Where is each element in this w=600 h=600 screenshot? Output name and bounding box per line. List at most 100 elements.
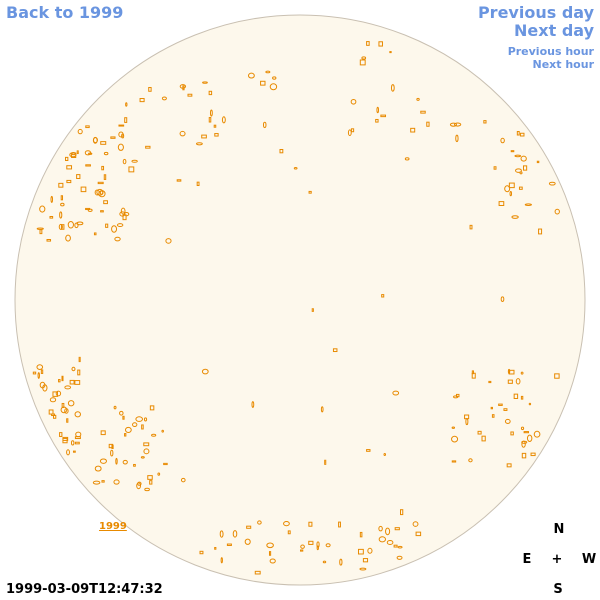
contour [246,525,252,529]
contour [76,221,84,226]
compass-north: N [553,522,565,537]
contour [87,208,93,212]
contour [36,227,44,230]
contour [400,509,404,516]
contour [324,459,327,465]
contour [520,155,527,162]
contour [308,521,313,527]
contour [521,440,526,448]
contour [42,384,48,392]
contour [71,152,77,158]
contour [481,435,486,442]
contour [180,477,186,483]
contour [214,546,217,550]
contour [359,531,363,538]
contour [49,397,57,403]
contour [520,371,524,375]
contour [80,186,87,193]
contour [254,570,261,575]
timestamp: 1999-03-09T12:47:32 [6,582,163,597]
contour [522,165,528,171]
contour [96,188,104,196]
contour [220,557,223,564]
contour [554,208,560,215]
contour [69,379,75,385]
contour [510,431,514,436]
next-day-link[interactable]: Next day [514,21,594,40]
contour [453,122,462,127]
contour [114,236,121,242]
contour [300,544,305,549]
contour [468,458,473,463]
contour [530,452,536,457]
contour [515,168,522,173]
contour [135,416,144,422]
contour [426,121,430,127]
contour [123,212,130,217]
year-link[interactable]: 1999 [99,521,127,532]
contour [48,409,54,415]
contour [88,152,93,155]
contour [262,121,267,129]
contour [74,380,81,385]
contour [316,545,319,551]
contour [265,70,271,74]
contour [77,369,81,376]
contour [471,370,474,375]
contour [66,418,69,423]
contour [143,448,150,455]
contour [149,480,153,485]
contour [533,430,541,438]
contour [110,449,114,457]
contour [103,174,107,180]
contour [523,431,530,434]
contour [511,215,519,219]
contour [179,84,187,89]
contour [350,128,355,133]
contour [100,210,104,213]
contour [272,76,277,80]
contour [176,179,182,182]
contour [500,296,505,302]
contour [74,411,81,418]
contour [111,225,118,233]
contour [115,457,118,465]
contour [260,80,266,86]
contour [338,521,341,528]
previous-day-link[interactable]: Previous day [477,3,594,22]
contour [145,145,151,149]
contour [32,371,37,375]
contour [147,475,153,480]
contour [268,551,272,556]
contour [455,134,459,143]
next-hour-link[interactable]: Next hour [532,58,595,71]
contour [376,106,380,114]
contour [350,98,357,105]
contour [378,41,383,47]
contour [179,130,186,137]
contour [61,375,64,382]
contour [322,560,327,564]
contour [219,530,224,538]
contour [308,190,312,194]
previous-hour-link[interactable]: Previous hour [507,45,594,58]
contour [520,395,524,400]
contour [366,41,370,46]
contour [187,93,193,97]
contour [196,181,200,187]
contour [509,190,513,197]
compass-south: S [553,582,563,597]
contour [498,201,505,206]
contour [62,437,68,444]
contour [538,228,543,235]
compass-center: + [551,552,563,567]
contour [72,450,76,453]
contour [488,380,492,384]
contour [113,405,117,410]
contour [144,487,150,492]
contour [93,137,98,144]
contour [332,348,338,353]
contour [514,154,522,158]
back-link[interactable]: Back to 1999 [6,3,124,22]
contour [375,118,379,123]
